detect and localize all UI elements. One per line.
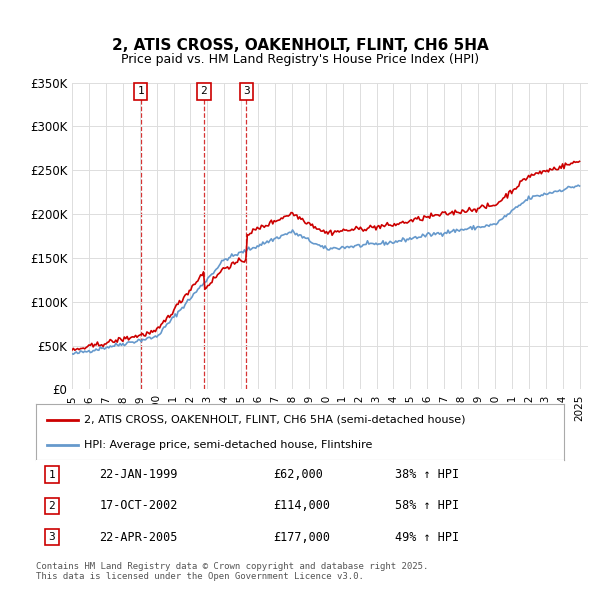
Text: HPI: Average price, semi-detached house, Flintshire: HPI: Average price, semi-detached house,…	[83, 440, 372, 450]
Text: 3: 3	[243, 86, 250, 96]
Text: 22-APR-2005: 22-APR-2005	[100, 530, 178, 543]
Text: 2: 2	[200, 86, 208, 96]
Text: 58% ↑ HPI: 58% ↑ HPI	[395, 499, 459, 513]
Text: 2, ATIS CROSS, OAKENHOLT, FLINT, CH6 5HA: 2, ATIS CROSS, OAKENHOLT, FLINT, CH6 5HA	[112, 38, 488, 53]
Text: 2, ATIS CROSS, OAKENHOLT, FLINT, CH6 5HA (semi-detached house): 2, ATIS CROSS, OAKENHOLT, FLINT, CH6 5HA…	[83, 415, 465, 425]
Text: Contains HM Land Registry data © Crown copyright and database right 2025.
This d: Contains HM Land Registry data © Crown c…	[36, 562, 428, 581]
Text: 1: 1	[137, 86, 144, 96]
Text: £114,000: £114,000	[274, 499, 331, 513]
Text: 17-OCT-2002: 17-OCT-2002	[100, 499, 178, 513]
Text: 2: 2	[49, 501, 55, 511]
Text: 49% ↑ HPI: 49% ↑ HPI	[395, 530, 459, 543]
Text: 22-JAN-1999: 22-JAN-1999	[100, 468, 178, 481]
Text: £62,000: £62,000	[274, 468, 323, 481]
Text: 38% ↑ HPI: 38% ↑ HPI	[395, 468, 459, 481]
Text: Price paid vs. HM Land Registry's House Price Index (HPI): Price paid vs. HM Land Registry's House …	[121, 53, 479, 66]
Text: 3: 3	[49, 532, 55, 542]
Text: 1: 1	[49, 470, 55, 480]
Text: £177,000: £177,000	[274, 530, 331, 543]
